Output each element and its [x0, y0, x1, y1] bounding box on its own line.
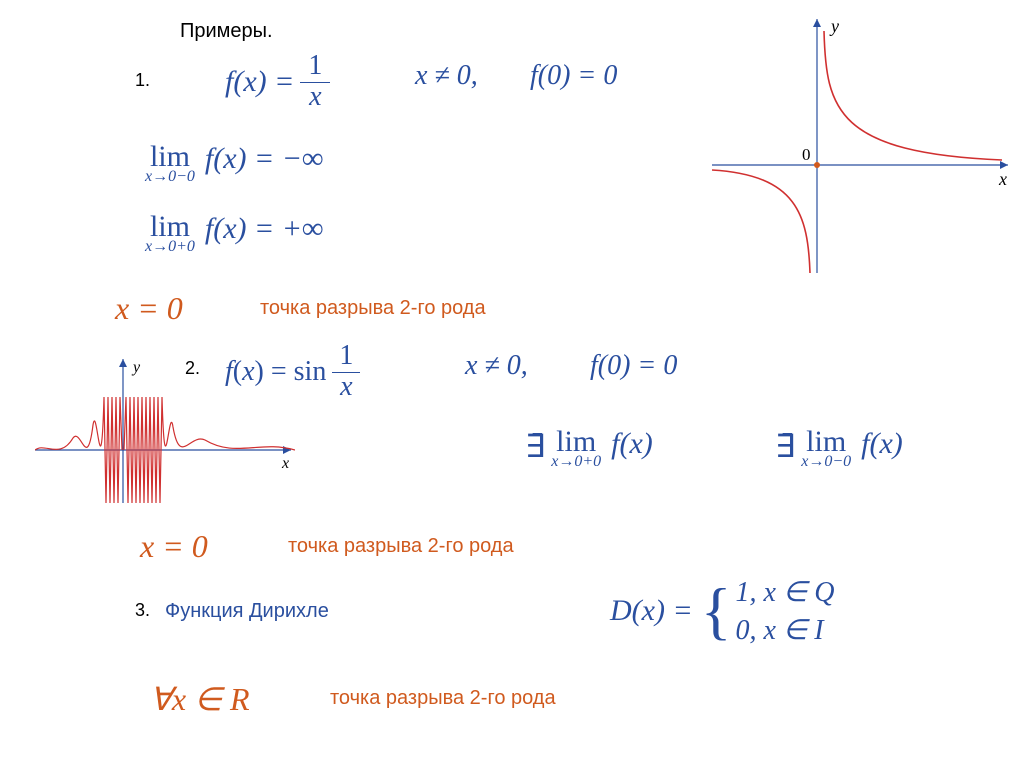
svg-text:x: x — [281, 455, 289, 472]
eq1-point-label: точка разрыва 2-го рода — [260, 297, 486, 320]
eq2-condition: x ≠ 0, — [465, 350, 528, 382]
eq1-frac-den: x — [309, 81, 321, 113]
chart-1-over-x: y x 0 — [712, 15, 1012, 275]
page-title: Примеры. — [180, 20, 273, 43]
eq2-frac-den: x — [340, 371, 352, 403]
svg-text:y: y — [131, 359, 141, 376]
chart-sin-1-over-x: y x — [35, 355, 295, 505]
eq1-frac-num: 1 — [308, 50, 322, 82]
eq2-frac-num: 1 — [339, 340, 353, 372]
example3-index: 3. — [135, 600, 150, 621]
eq2-point-label: точка разрыва 2-го рода — [288, 535, 514, 558]
eq2-notexist-minus: ∃̄ lim x→0−0 f(x) — [775, 425, 903, 471]
eq2-value: f(0) = 0 — [590, 350, 677, 382]
eq1-lhs: f(x) = — [225, 65, 294, 99]
eq3-point-label: точка разрыва 2-го рода — [330, 687, 556, 710]
example3-name: Функция Дирихле — [165, 600, 329, 623]
eq1-condition: x ≠ 0, — [415, 60, 478, 92]
eq2-notexist-plus: ∃̄ lim x→0+0 f(x) — [525, 425, 653, 471]
eq3-forall: ∀x ∈ R — [150, 680, 250, 718]
eq1-value: f(0) = 0 — [530, 60, 617, 92]
svg-text:0: 0 — [802, 145, 811, 164]
eq3-dirichlet: D(x) = { 1, x ∈ Q 0, x ∈ I — [610, 575, 834, 647]
eq1-formula: f(x) = 1 x — [225, 50, 330, 113]
svg-text:y: y — [829, 16, 839, 36]
svg-text:x: x — [998, 169, 1007, 189]
eq1-point: x = 0 — [115, 290, 183, 327]
eq1-lim-minus: lim x→0−0 f(x) = −∞ — [145, 140, 323, 186]
example1-index: 1. — [135, 70, 150, 91]
eq1-lim-plus: lim x→0+0 f(x) = +∞ — [145, 210, 323, 256]
eq2-point: x = 0 — [140, 528, 208, 565]
